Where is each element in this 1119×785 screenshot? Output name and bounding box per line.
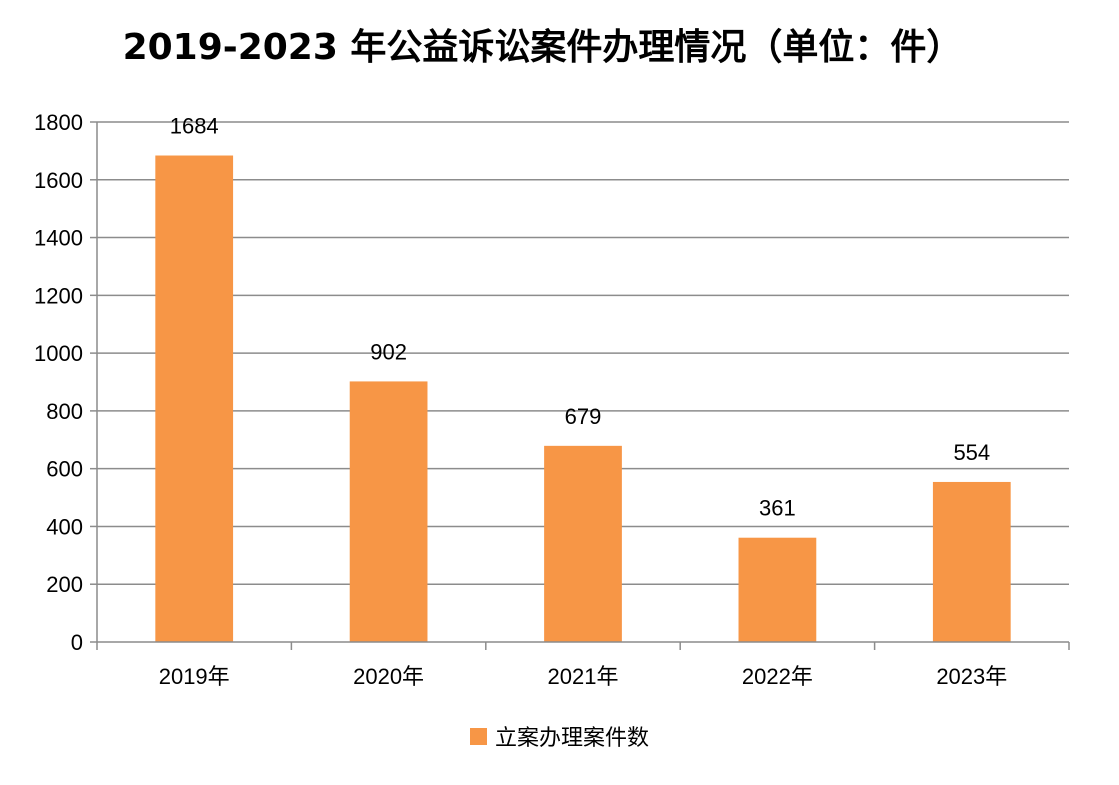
- x-tick-label: 2021年: [548, 664, 619, 689]
- y-tick-label: 1200: [34, 283, 83, 308]
- y-tick-label: 800: [46, 399, 83, 424]
- y-tick-label: 200: [46, 572, 83, 597]
- x-tick-label: 2020年: [353, 664, 424, 689]
- y-tick-label: 1800: [34, 110, 83, 135]
- bar: [349, 381, 428, 642]
- bar: [155, 155, 234, 642]
- y-tick-label: 1000: [34, 341, 83, 366]
- y-tick-label: 600: [46, 457, 83, 482]
- x-tick-label: 2019年: [159, 664, 230, 689]
- y-tick-label: 400: [46, 514, 83, 539]
- legend: 立案办理案件数: [0, 720, 1119, 752]
- data-labels: 1684 902 679 361 554: [170, 114, 990, 521]
- chart-title: 2019-2023 年公益诉讼案件办理情况（单位：件）: [122, 27, 963, 68]
- x-tick-label: 2022年: [742, 664, 813, 689]
- legend-swatch: [469, 727, 487, 745]
- data-label: 679: [565, 404, 602, 429]
- bar: [932, 481, 1011, 642]
- y-tick-label: 1400: [34, 226, 83, 251]
- bar: [738, 537, 817, 642]
- legend-label: 立案办理案件数: [494, 726, 649, 751]
- bars: [155, 155, 1011, 642]
- axes: 0 200 400 600 800 1000 1200 1400 1600 1800 2019年 20…: [34, 110, 1070, 689]
- data-label: 554: [953, 440, 990, 465]
- y-tick-label: 1600: [34, 168, 83, 193]
- x-tick-label: 2023年: [936, 664, 1007, 689]
- bar: [544, 445, 622, 642]
- y-tick-label: 0: [71, 630, 83, 655]
- data-label: 1684: [170, 114, 219, 139]
- data-label: 902: [370, 339, 407, 364]
- data-label: 361: [759, 496, 796, 521]
